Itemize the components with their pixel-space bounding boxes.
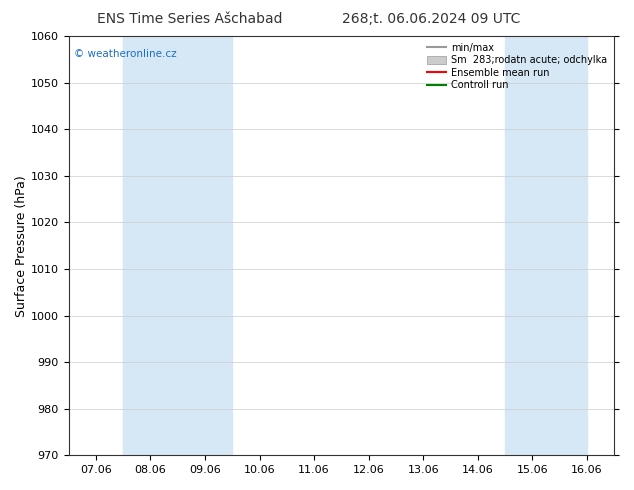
Text: 268;t. 06.06.2024 09 UTC: 268;t. 06.06.2024 09 UTC xyxy=(342,12,521,26)
Text: © weatheronline.cz: © weatheronline.cz xyxy=(74,49,177,59)
Y-axis label: Surface Pressure (hPa): Surface Pressure (hPa) xyxy=(15,175,28,317)
Bar xyxy=(505,36,587,455)
Legend: min/max, Sm  283;rodatn acute; odchylka, Ensemble mean run, Controll run: min/max, Sm 283;rodatn acute; odchylka, … xyxy=(423,39,611,94)
Text: ENS Time Series Ašchabad: ENS Time Series Ašchabad xyxy=(98,12,283,26)
Bar xyxy=(123,36,232,455)
